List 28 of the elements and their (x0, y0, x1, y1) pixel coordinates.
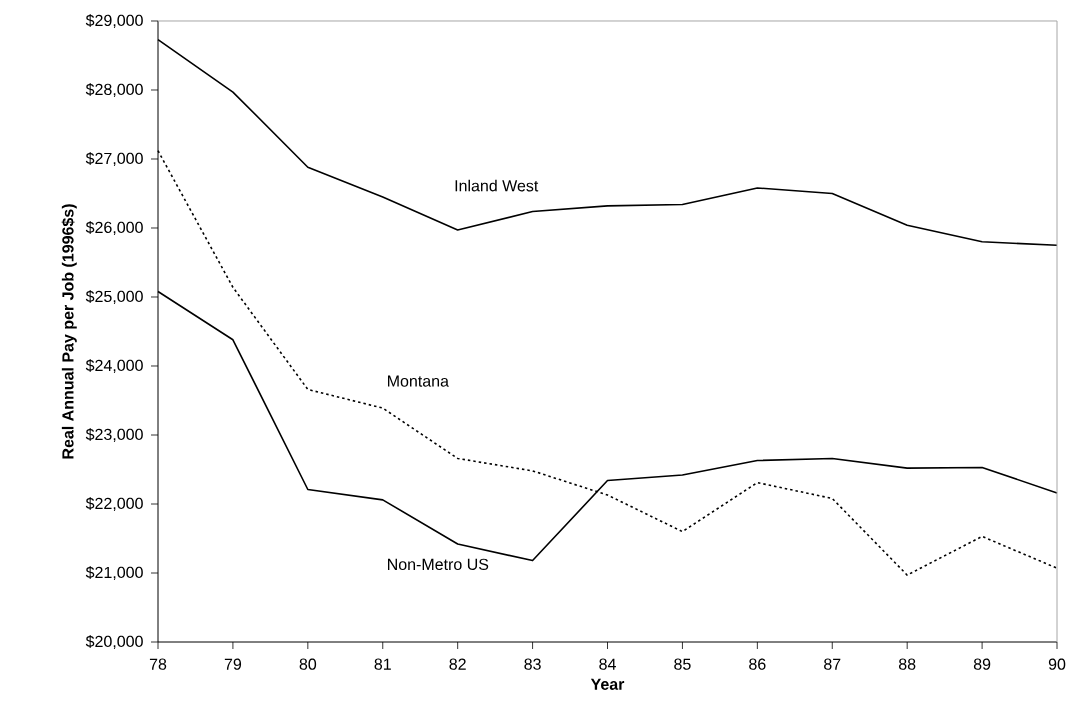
series-label: Montana (388, 375, 449, 387)
y-tick-label: $25,000 (85, 290, 143, 304)
x-tick-label: 85 (674, 658, 691, 670)
x-tick-label: 84 (599, 658, 616, 670)
y-axis-title: Real Annual Pay per Job (1996$s) (61, 204, 77, 459)
x-tick-label: 88 (898, 658, 916, 670)
y-tick-label: $23,000 (85, 428, 143, 442)
y-tick-label: $26,000 (85, 221, 143, 235)
y-tick-label: $28,000 (85, 83, 143, 97)
x-axis-title: Year (590, 678, 625, 690)
x-tick-label: 86 (749, 658, 766, 670)
x-tick-label: 87 (824, 658, 841, 670)
x-tick-label: 79 (224, 658, 242, 670)
x-tick-label: 80 (299, 658, 317, 670)
x-tick-label: 82 (449, 658, 466, 670)
y-tick-label: $22,000 (85, 497, 143, 511)
y-tick-label: $27,000 (85, 152, 143, 166)
y-tick-label: $21,000 (85, 566, 143, 580)
series-label: Non-Metro US (388, 558, 489, 571)
y-tick-label: $29,000 (85, 14, 143, 28)
series-label: Inland West (455, 179, 539, 192)
y-tick-label: $20,000 (85, 635, 143, 649)
x-tick-label: 83 (524, 658, 541, 670)
x-tick-label: 89 (973, 658, 991, 670)
x-tick-label: 78 (149, 658, 167, 670)
y-tick-label: $24,000 (85, 359, 143, 373)
x-tick-label: 90 (1048, 658, 1066, 670)
x-tick-label: 81 (374, 658, 391, 670)
